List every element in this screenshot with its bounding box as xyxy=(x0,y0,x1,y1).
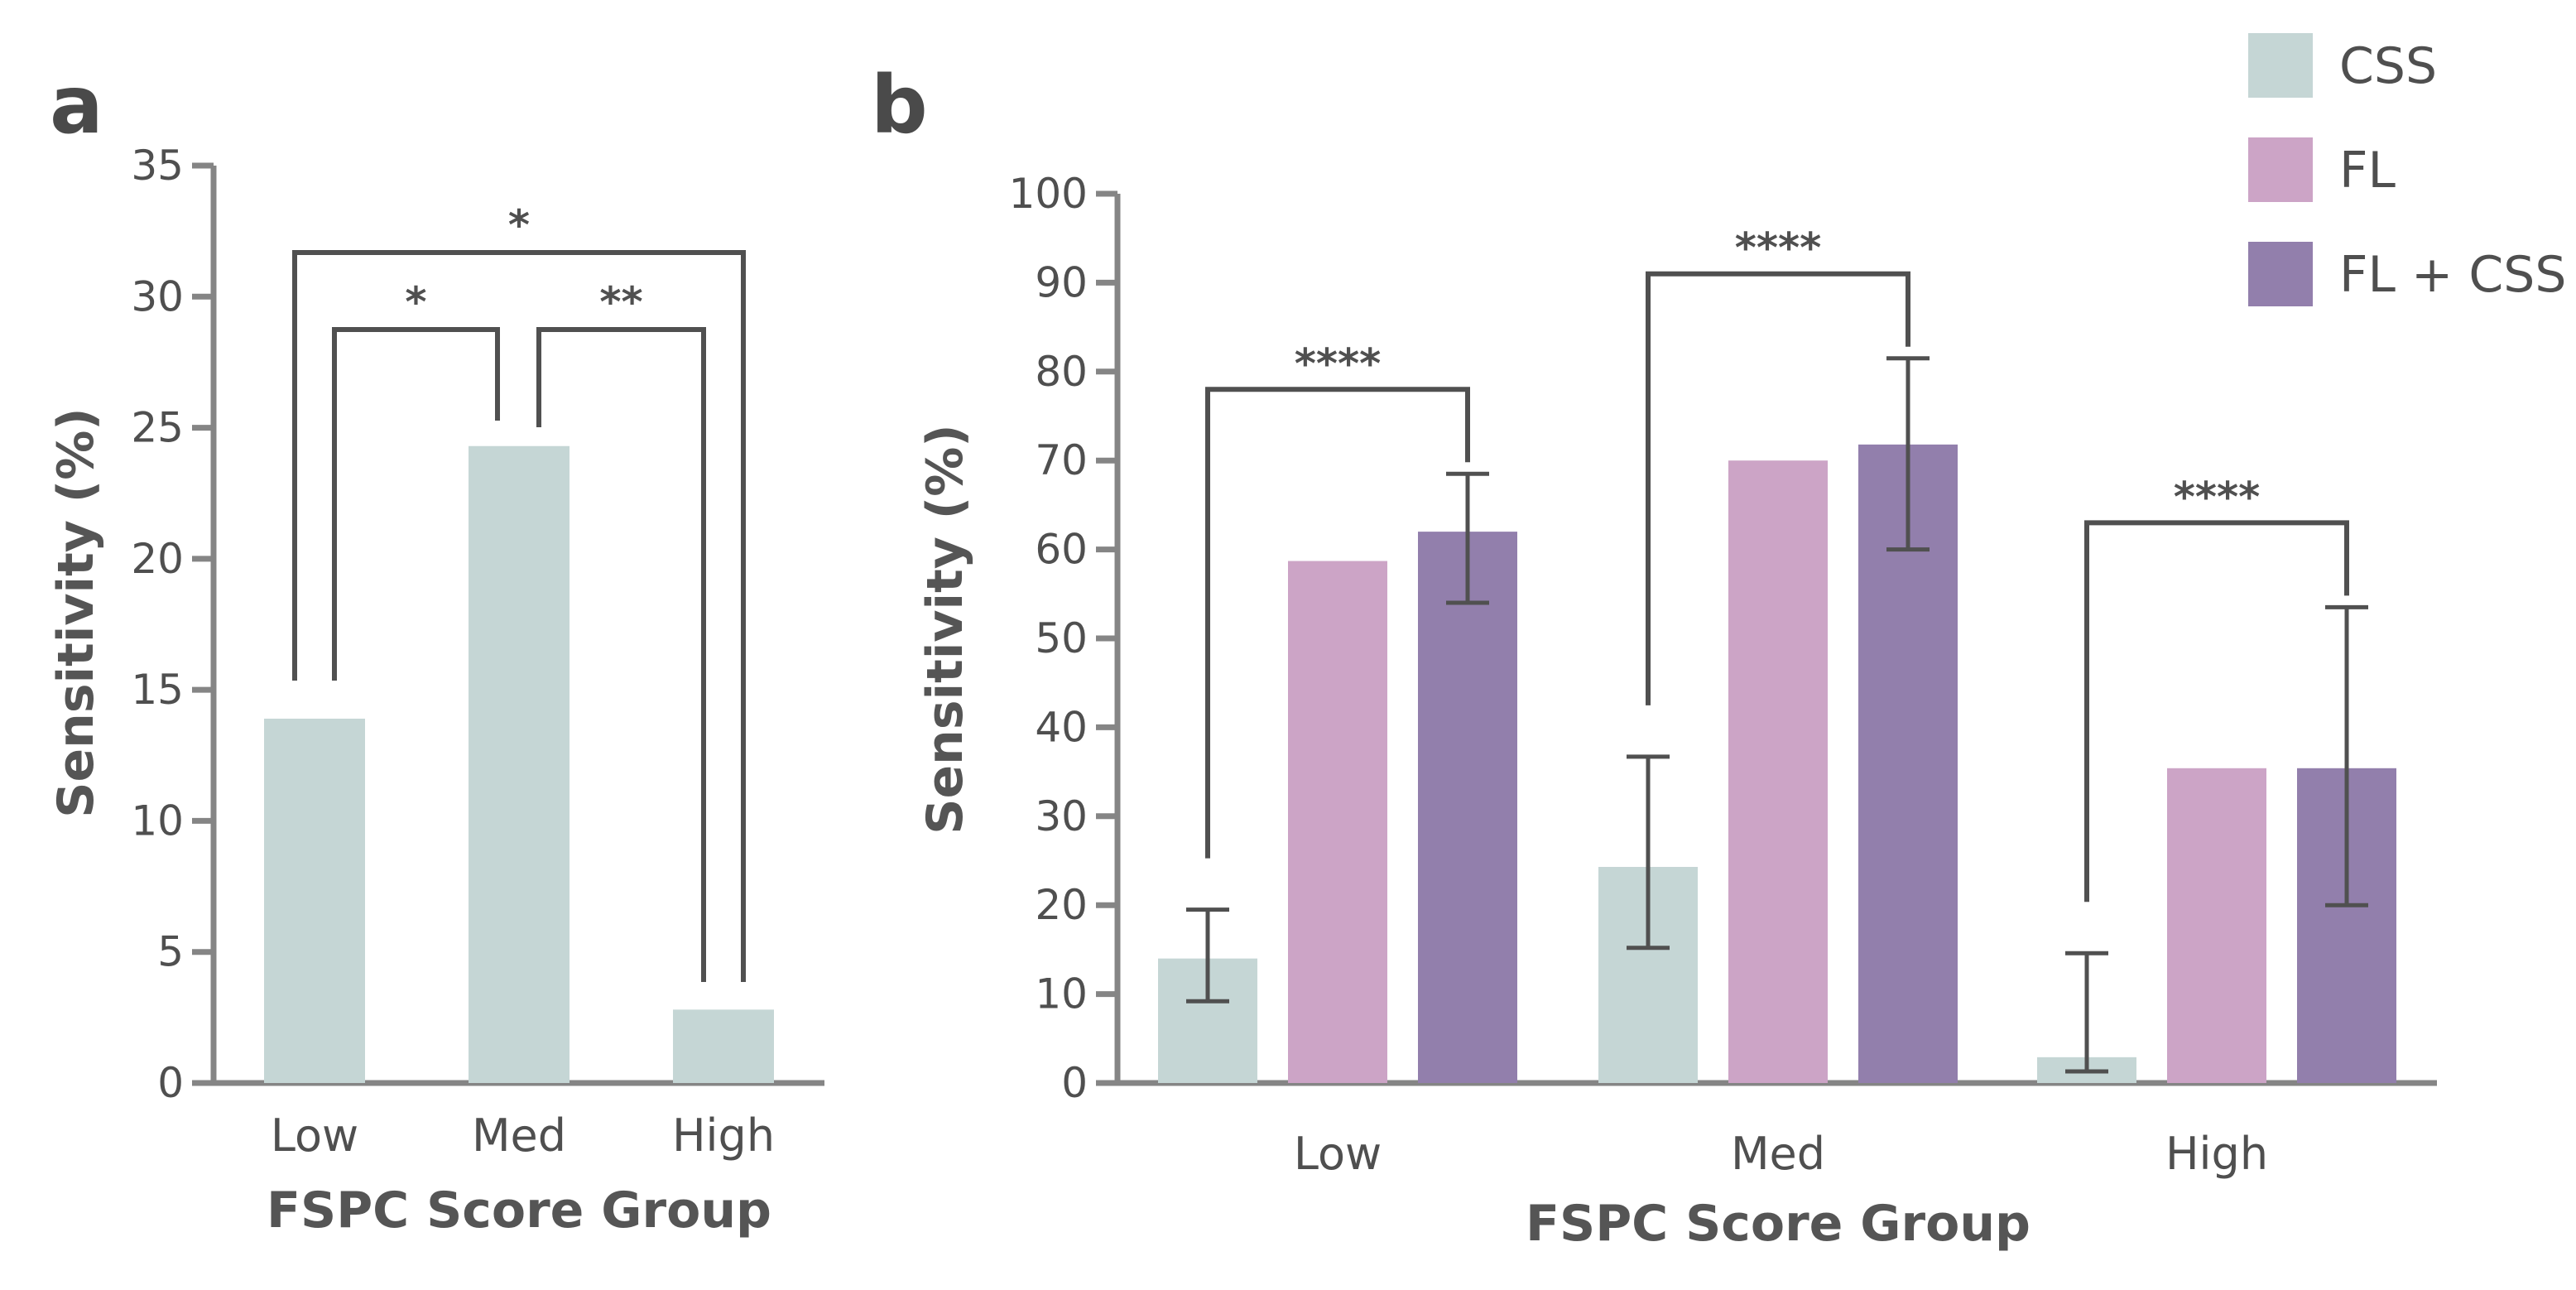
panel-b-significance-label: **** xyxy=(2174,473,2261,521)
panel-a-bar-med xyxy=(469,445,570,1083)
panel-b-ytick-label: 80 xyxy=(1035,348,1088,396)
legend-swatch xyxy=(2248,137,2313,202)
panel-a-ytick-label: 15 xyxy=(131,666,184,714)
panel-b-ytick-label: 70 xyxy=(1035,436,1088,484)
legend-swatch xyxy=(2248,33,2313,98)
panel-b-xlabel: FSPC Score Group xyxy=(1526,1195,2031,1253)
panel-a-bar-high xyxy=(673,1009,774,1083)
panel-b-ytick-label: 0 xyxy=(1061,1059,1088,1107)
panel-a-significance-bracket xyxy=(536,327,706,982)
panel-a-xlabel: FSPC Score Group xyxy=(267,1182,771,1239)
panel-b-significance-label: **** xyxy=(1735,224,1822,272)
panel-a-xtick-label: Med xyxy=(472,1109,566,1162)
panel-b-bar-high-fl xyxy=(2167,768,2266,1083)
panel-b-bar-low-fl xyxy=(1288,561,1387,1083)
panel-a-ytick-label: 25 xyxy=(131,404,184,452)
panel-b-error-bar xyxy=(2065,951,2108,1074)
panel-b-significance-bracket xyxy=(1205,387,1470,859)
panel-b-ytick-label: 100 xyxy=(1009,170,1088,218)
panel-b-ytick-label: 30 xyxy=(1035,792,1088,840)
legend: CSS FL FL + CSS xyxy=(2248,33,2566,306)
panel-a-significance-bracket xyxy=(332,327,500,681)
panel-b-ytick-label: 50 xyxy=(1035,614,1088,662)
panel-b-ytick-label: 20 xyxy=(1035,881,1088,929)
panel-b-error-bar xyxy=(1627,754,1670,951)
panel-a-ytick-label: 35 xyxy=(131,142,184,190)
panel-b-ylabel: Sensitivity (%) xyxy=(916,424,974,834)
panel-a-ytick-label: 30 xyxy=(131,272,184,320)
panel-a-significance-label: ** xyxy=(599,278,642,326)
panel-a-ytick-label: 5 xyxy=(157,928,184,976)
panel-b-error-bar xyxy=(2325,604,2368,907)
legend-label: FL xyxy=(2339,142,2396,200)
panel-b-significance-bracket xyxy=(1646,271,1910,705)
panel-b-error-bar xyxy=(1886,356,1930,552)
panel-a-significance-bracket xyxy=(292,250,746,982)
panel-b-significance-bracket xyxy=(2084,520,2349,903)
panel-b-ytick-label: 60 xyxy=(1035,526,1088,574)
panel-a-ylabel: Sensitivity (%) xyxy=(47,407,105,817)
panel-b-letter: b xyxy=(871,59,928,152)
panel-b-error-bar xyxy=(1446,471,1489,605)
panel-b-xtick-label: Low xyxy=(1294,1128,1382,1180)
panel-a-significance-label: * xyxy=(508,201,530,249)
panel-a-letter: a xyxy=(50,59,103,152)
panel-b-bar-med-fl xyxy=(1728,460,1828,1083)
panel-a-significance-label: * xyxy=(405,278,426,326)
panel-b-significance-label: **** xyxy=(1295,339,1382,387)
panel-b-chart: 0 10 20 30 40 50 60 70 80 90 100 Low Med High **** ****… xyxy=(916,170,2437,1253)
panel-a-ytick-label: 20 xyxy=(131,535,184,583)
panel-a-xtick-label: Low xyxy=(271,1109,358,1162)
panel-a-ytick-label: 10 xyxy=(131,797,184,845)
panel-a-xtick-label: High xyxy=(672,1109,775,1162)
legend-swatch xyxy=(2248,242,2313,306)
legend-label: FL + CSS xyxy=(2339,246,2566,304)
panel-a-ytick-label: 0 xyxy=(157,1059,184,1107)
panel-a-chart: 0 5 10 15 20 25 30 35 Low Med High FSPC Score Group… xyxy=(47,142,824,1239)
panel-b-xtick-label: Med xyxy=(1731,1128,1825,1180)
panel-a-bar-low xyxy=(264,718,365,1083)
panel-b-ytick-label: 90 xyxy=(1035,258,1088,306)
panel-b-ytick-label: 10 xyxy=(1035,970,1088,1018)
panel-b-ytick-label: 40 xyxy=(1035,703,1088,751)
panel-b-error-bar xyxy=(1186,907,1229,1004)
legend-label: CSS xyxy=(2339,37,2437,95)
panel-b-bar-low-fl-css xyxy=(1418,532,1517,1083)
panel-b-xtick-label: High xyxy=(2165,1128,2268,1180)
